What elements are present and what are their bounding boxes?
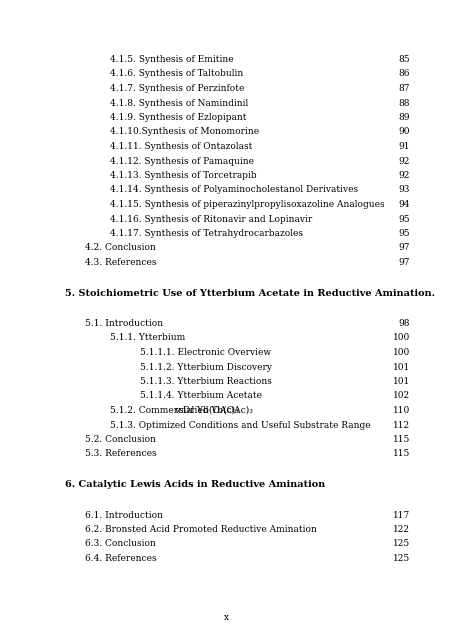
Text: 6.4. References: 6.4. References	[85, 554, 156, 563]
Text: 5.1.1.2. Ytterbium Discovery: 5.1.1.2. Ytterbium Discovery	[140, 362, 272, 371]
Text: 93: 93	[398, 186, 409, 195]
Text: 86: 86	[398, 70, 409, 79]
Text: 5.1.1.3. Ytterbium Reactions: 5.1.1.3. Ytterbium Reactions	[140, 377, 271, 386]
Text: 4.1.14. Synthesis of Polyaminocholestanol Derivatives: 4.1.14. Synthesis of Polyaminocholestano…	[110, 186, 357, 195]
Text: 5.3. References: 5.3. References	[85, 449, 156, 458]
Text: 5.2. Conclusion: 5.2. Conclusion	[85, 435, 156, 444]
Text: 6. Catalytic Lewis Acids in Reductive Amination: 6. Catalytic Lewis Acids in Reductive Am…	[65, 480, 325, 489]
Text: 88: 88	[398, 99, 409, 108]
Text: 92: 92	[398, 171, 409, 180]
Text: 112: 112	[392, 420, 409, 429]
Text: 4.1.13. Synthesis of Torcetrapib: 4.1.13. Synthesis of Torcetrapib	[110, 171, 256, 180]
Text: 95: 95	[397, 229, 409, 238]
Text: 94: 94	[398, 200, 409, 209]
Text: 122: 122	[392, 525, 409, 534]
Text: 110: 110	[392, 406, 409, 415]
Text: 4.1.5. Synthesis of Emitine: 4.1.5. Synthesis of Emitine	[110, 55, 233, 64]
Text: 5.1.3. Optimized Conditions and Useful Substrate Range: 5.1.3. Optimized Conditions and Useful S…	[110, 420, 370, 429]
Text: 5.1.2. Commercial Yb(OAc)₃: 5.1.2. Commercial Yb(OAc)₃	[110, 406, 241, 415]
Text: 102: 102	[392, 392, 409, 401]
Text: 87: 87	[398, 84, 409, 93]
Text: 115: 115	[392, 449, 409, 458]
Text: 97: 97	[398, 243, 409, 253]
Text: 5.1.1.1. Electronic Overview: 5.1.1.1. Electronic Overview	[140, 348, 271, 357]
Text: 4.2. Conclusion: 4.2. Conclusion	[85, 243, 156, 253]
Text: 125: 125	[392, 540, 409, 548]
Text: 6.3. Conclusion: 6.3. Conclusion	[85, 540, 156, 548]
Text: vs: vs	[175, 406, 184, 415]
Text: 85: 85	[397, 55, 409, 64]
Text: 4.1.9. Synthesis of Ezlopipant: 4.1.9. Synthesis of Ezlopipant	[110, 113, 246, 122]
Text: 98: 98	[398, 319, 409, 328]
Text: 4.1.10.Synthesis of Monomorine: 4.1.10.Synthesis of Monomorine	[110, 127, 258, 136]
Text: 4.1.8. Synthesis of Namindinil: 4.1.8. Synthesis of Namindinil	[110, 99, 248, 108]
Text: Dried Yb(OAc)₃: Dried Yb(OAc)₃	[179, 406, 252, 415]
Text: 5. Stoichiometric Use of Ytterbium Acetate in Reductive Amination.: 5. Stoichiometric Use of Ytterbium Aceta…	[65, 289, 434, 298]
Text: 89: 89	[398, 113, 409, 122]
Text: 101: 101	[392, 377, 409, 386]
Text: 95: 95	[397, 214, 409, 223]
Text: 4.1.17. Synthesis of Tetrahydrocarbazoles: 4.1.17. Synthesis of Tetrahydrocarbazole…	[110, 229, 302, 238]
Text: 97: 97	[398, 258, 409, 267]
Text: 4.3. References: 4.3. References	[85, 258, 156, 267]
Text: 101: 101	[392, 362, 409, 371]
Text: 5.1.1.4. Ytterbium Acetate: 5.1.1.4. Ytterbium Acetate	[140, 392, 262, 401]
Text: 4.1.16. Synthesis of Ritonavir and Lopinavir: 4.1.16. Synthesis of Ritonavir and Lopin…	[110, 214, 312, 223]
Text: 4.1.15. Synthesis of piperazinylpropylisoxazoline Analogues: 4.1.15. Synthesis of piperazinylpropylis…	[110, 200, 384, 209]
Text: 92: 92	[398, 157, 409, 166]
Text: x: x	[223, 613, 228, 622]
Text: 4.1.12. Synthesis of Pamaquine: 4.1.12. Synthesis of Pamaquine	[110, 157, 253, 166]
Text: 5.1.1. Ytterbium: 5.1.1. Ytterbium	[110, 333, 185, 342]
Text: 117: 117	[392, 511, 409, 520]
Text: 115: 115	[392, 435, 409, 444]
Text: 91: 91	[398, 142, 409, 151]
Text: 100: 100	[392, 348, 409, 357]
Text: 6.2. Bronsted Acid Promoted Reductive Amination: 6.2. Bronsted Acid Promoted Reductive Am…	[85, 525, 316, 534]
Text: 5.1. Introduction: 5.1. Introduction	[85, 319, 163, 328]
Text: 4.1.11. Synthesis of Ontazolast: 4.1.11. Synthesis of Ontazolast	[110, 142, 252, 151]
Text: 4.1.6. Synthesis of Taltobulin: 4.1.6. Synthesis of Taltobulin	[110, 70, 243, 79]
Text: 6.1. Introduction: 6.1. Introduction	[85, 511, 163, 520]
Text: 100: 100	[392, 333, 409, 342]
Text: 125: 125	[392, 554, 409, 563]
Text: 90: 90	[398, 127, 409, 136]
Text: 4.1.7. Synthesis of Perzinfote: 4.1.7. Synthesis of Perzinfote	[110, 84, 244, 93]
